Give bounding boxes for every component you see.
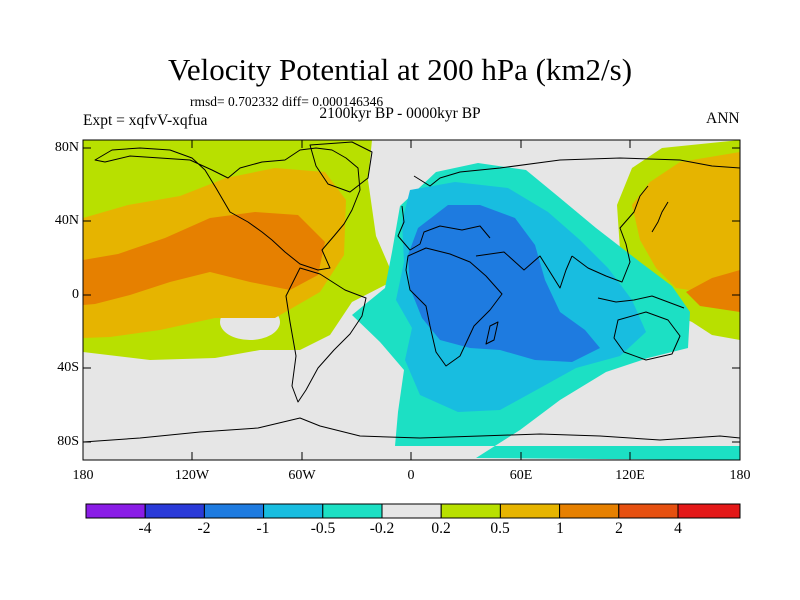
coast-north-america <box>94 147 361 271</box>
stats-label: rmsd= 0.702332 diff= 0.000146346 <box>190 94 384 109</box>
pos-mid-east-region <box>632 152 740 292</box>
coast-japan <box>651 201 669 233</box>
y-label-80n: 80N <box>54 140 79 155</box>
x-label-180w: 180 <box>72 468 94 483</box>
x-label-180e: 180 <box>729 468 751 483</box>
colorbar-label: -1 <box>256 520 270 537</box>
coast-madagascar <box>485 321 499 345</box>
colorbar-bin <box>144 503 205 519</box>
coast-europe-west <box>397 205 491 251</box>
y-label-0: 0 <box>72 287 79 302</box>
pos-strong-west-region <box>83 212 325 305</box>
colorbar-bin <box>499 503 561 519</box>
coast-africa <box>405 247 503 367</box>
x-label-60e: 60E <box>509 468 533 483</box>
colorbar-bin <box>440 503 501 519</box>
axis-ticks <box>82 140 741 460</box>
y-label-40n: 40N <box>54 213 79 228</box>
colorbar-label: -2 <box>197 520 211 537</box>
coast-eurasia-north <box>413 157 740 187</box>
x-label-120e: 120E <box>615 468 645 483</box>
colorbar-bin <box>322 503 383 519</box>
colorbar-bin <box>85 503 146 519</box>
pos-strong-east-region <box>686 270 740 312</box>
coast-maritime-continent <box>597 295 685 309</box>
colorbar-label: 2 <box>615 520 623 537</box>
x-label-60w: 60W <box>288 468 316 483</box>
colorbar-bin <box>381 503 442 519</box>
x-label-0: 0 <box>407 468 415 483</box>
colorbar-label: 0.5 <box>490 520 510 537</box>
colorbar-label: -0.5 <box>310 520 336 537</box>
y-label-80s: 80S <box>57 434 79 449</box>
colorbar-bin <box>559 503 620 519</box>
coastlines <box>83 141 740 443</box>
colorbar-label: 0.2 <box>431 520 451 537</box>
colorbar-bin <box>677 503 741 519</box>
colorbar <box>85 503 741 519</box>
coast-australia <box>613 311 681 361</box>
contour-field <box>83 140 740 460</box>
season-label: ANN <box>706 110 740 127</box>
colorbar-label: -0.2 <box>369 520 395 537</box>
neg-strong-region <box>408 205 600 362</box>
colorbar-label: -4 <box>138 520 152 537</box>
colorbar-label: 4 <box>674 520 682 537</box>
x-label-120w: 120W <box>174 468 210 483</box>
colorbar-label: 1 <box>556 520 564 537</box>
colorbar-bin <box>203 503 265 519</box>
period-label: 2100kyr BP - 0000kyr BP <box>319 105 481 122</box>
coast-east-asia <box>571 185 649 283</box>
colorbar-bin <box>263 503 324 519</box>
map-title: Velocity Potential at 200 hPa (km2/s) <box>167 52 633 87</box>
coast-antarctica <box>83 417 740 443</box>
experiment-label: Expt = xqfvV-xqfua <box>83 112 208 129</box>
coast-greenland <box>309 141 373 193</box>
colorbar-bin <box>618 503 679 519</box>
coast-south-america <box>285 267 367 403</box>
coast-arabia-india <box>475 251 573 289</box>
y-label-40s: 40S <box>57 360 79 375</box>
